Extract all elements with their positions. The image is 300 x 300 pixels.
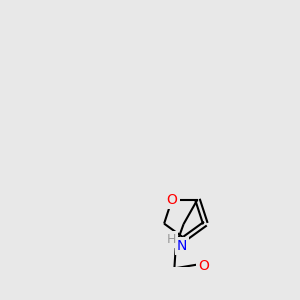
Text: N: N [177, 239, 187, 253]
Text: O: O [167, 193, 177, 206]
Text: O: O [198, 260, 209, 274]
Text: H: H [167, 233, 176, 246]
